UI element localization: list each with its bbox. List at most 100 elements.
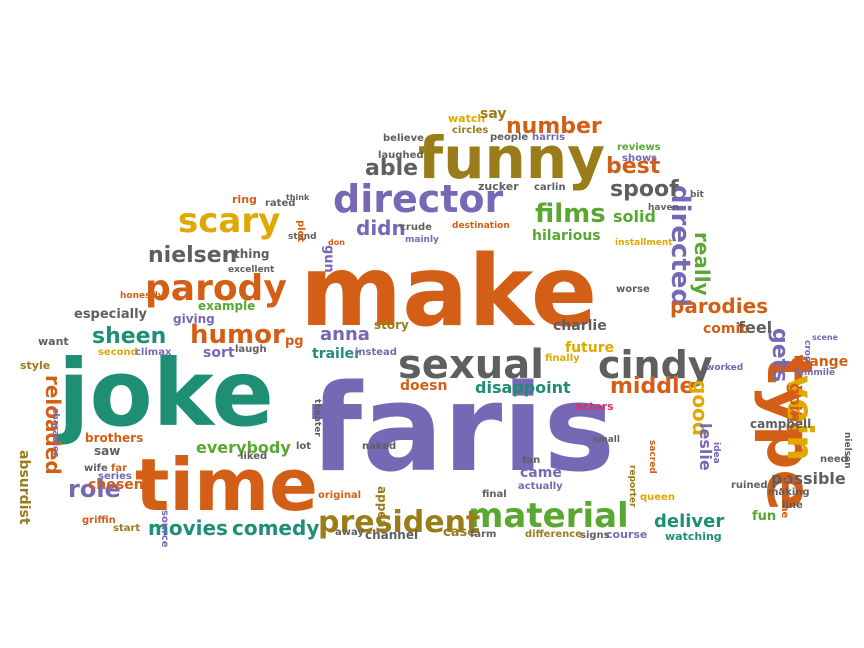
word-finally: finally — [545, 353, 580, 364]
word-series: series — [98, 471, 132, 482]
word-laugh: laugh — [235, 344, 267, 355]
word-watching: watching — [665, 530, 722, 543]
word-laughed: laughed — [378, 150, 424, 161]
word-comedy: comedy — [232, 516, 319, 540]
word-funny: funny — [418, 124, 605, 192]
word-fan: fan — [522, 455, 540, 466]
word-far: far — [111, 463, 127, 474]
word-worse: worse — [616, 284, 650, 295]
word-need: need — [820, 454, 848, 465]
word-plot: plot — [295, 220, 306, 242]
word-actors: actors — [575, 400, 614, 413]
word-crude: crude — [400, 222, 432, 233]
word-middle: middle — [610, 374, 694, 399]
word-lot: lot — [296, 441, 311, 452]
word-feel: feel — [738, 318, 772, 337]
word-gets: gets — [767, 328, 792, 382]
word-don: don — [328, 238, 345, 247]
word-parody: parody — [145, 268, 287, 309]
word-sacred: sacred — [647, 440, 657, 474]
word-spoof: spoof — [610, 177, 679, 202]
word-scene: scene — [812, 333, 839, 342]
word-character: character — [50, 408, 60, 457]
word-cindy: cindy — [598, 343, 713, 387]
word-carlin: carlin — [534, 182, 566, 193]
word-crop: crop — [802, 340, 812, 363]
word-came: came — [520, 465, 562, 481]
word-style: style — [20, 359, 50, 372]
word-queen: queen — [640, 492, 675, 503]
word-didn: didn — [356, 216, 406, 240]
word-chosen: chosen — [88, 477, 144, 493]
word-liked: liked — [240, 451, 267, 462]
word-doesn: doesn — [400, 378, 447, 394]
word-difference: difference — [525, 529, 582, 540]
word-vein: vein — [779, 375, 820, 461]
word-line: line — [782, 500, 803, 511]
word-leslie: leslie — [696, 423, 715, 471]
word-rated: rated — [265, 198, 295, 209]
word-small: small — [593, 435, 620, 445]
word-mainly: mainly — [405, 235, 439, 245]
word-faris: faris — [310, 360, 615, 499]
word-president: president — [318, 505, 480, 540]
word-airplane: airplane — [779, 472, 790, 519]
word-reporter: reporter — [627, 465, 637, 508]
word-think: think — [286, 193, 310, 202]
word-thing: thing — [234, 247, 270, 261]
word-humor: humor — [190, 320, 285, 350]
word-circles: circles — [452, 125, 488, 136]
word-second: second — [98, 347, 138, 358]
word-role: role — [68, 475, 121, 503]
word-theater: theater — [312, 399, 322, 437]
word-able: able — [365, 156, 418, 181]
word-case: case — [443, 525, 476, 540]
word-really: really — [690, 232, 714, 296]
word-films: films — [535, 199, 606, 229]
word-naked: naked — [362, 441, 396, 452]
word-parodies: parodies — [670, 294, 768, 318]
word-gun: gun — [321, 245, 336, 273]
word-nielsen: nielsen — [148, 243, 237, 268]
word-directed: directed — [665, 185, 695, 307]
word-scary: scary — [178, 201, 280, 241]
word-ring: ring — [232, 193, 257, 206]
word-shows: shows — [622, 153, 657, 164]
word-story: story — [374, 318, 409, 332]
word-femmile: femmile — [794, 368, 835, 378]
word-sheen: sheen — [92, 324, 166, 349]
word-honestly: honestly — [120, 291, 164, 301]
word-disappoint: disappoint — [475, 378, 571, 397]
word-charlie: charlie — [553, 318, 607, 334]
word-idea: idea — [711, 442, 721, 464]
word-fun: fun — [752, 509, 776, 524]
word-going: going — [786, 383, 805, 434]
word-appear: appear — [375, 486, 389, 534]
word-worked: worked — [706, 363, 743, 373]
word-haven: haven — [648, 203, 679, 213]
word-say: say — [480, 106, 506, 122]
word-giving: giving — [173, 312, 215, 326]
word-harris: harris — [532, 132, 565, 143]
word-climax: climax — [135, 347, 172, 358]
word-brothers: brothers — [85, 431, 143, 445]
word-material: material — [468, 496, 629, 536]
word-especially: especially — [74, 307, 148, 322]
word-campbell: campbell — [750, 417, 811, 431]
word-excellent: excellent — [228, 265, 275, 275]
word-deliver: deliver — [654, 511, 724, 532]
word-ruined: ruined — [731, 480, 768, 491]
word-destination: destination — [452, 221, 510, 231]
word-reloaded: reloaded — [41, 375, 65, 475]
word-anna: anna — [320, 324, 370, 345]
word-solid: solid — [613, 207, 656, 226]
word-number: number — [506, 114, 602, 139]
word-sexual: sexual — [398, 342, 544, 388]
word-future: future — [565, 340, 614, 356]
word-comic: comic — [703, 321, 749, 337]
word-away: away — [335, 527, 364, 538]
word-stand: stand — [288, 232, 317, 242]
word-bit: bit — [690, 190, 705, 200]
word-director: director — [333, 177, 504, 221]
